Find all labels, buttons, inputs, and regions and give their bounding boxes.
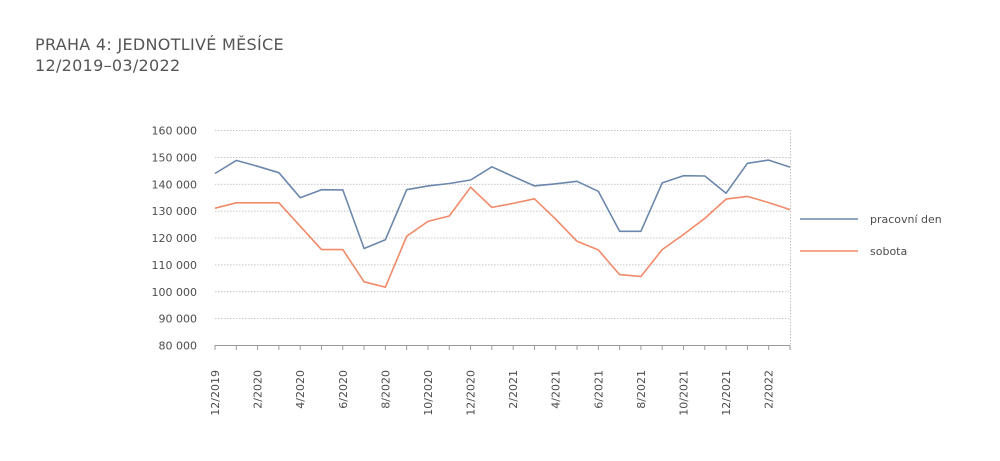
chart-title-block: PRAHA 4: JEDNOTLIVÉ MĚSÍCE 12/2019–03/20… [35,34,284,76]
x-tick-label: 12/2020 [465,370,478,416]
chart-subtitle: 12/2019–03/2022 [35,56,181,75]
x-tick-label: 8/2021 [635,370,648,409]
x-tick-label: 4/2020 [294,370,307,409]
x-tick-label: 2/2020 [252,370,265,409]
y-tick-label: 90 000 [159,313,198,326]
y-tick-label: 160 000 [152,125,198,138]
series-line-sobota [214,186,791,289]
y-tick-label: 120 000 [152,232,198,245]
x-tick-label: 6/2020 [337,370,350,409]
x-tick-label: 10/2021 [678,370,691,416]
chart-title: PRAHA 4: JEDNOTLIVÉ MĚSÍCE [35,35,284,54]
x-tick-label: 8/2020 [379,370,392,409]
y-tick-label: 80 000 [159,340,198,353]
y-tick-label: 100 000 [152,286,198,299]
x-tick-label: 10/2020 [422,370,435,416]
x-tick-label: 2/2022 [763,370,776,409]
x-tick-label: 6/2021 [592,370,605,409]
y-tick-label: 130 000 [152,205,198,218]
x-tick-label: 4/2021 [550,370,563,409]
y-tick-label: 140 000 [152,178,198,191]
series-line-pracovni-den [214,159,791,250]
x-tick-label: 12/2021 [720,370,733,416]
y-tick-label: 150 000 [152,151,198,164]
legend-label: pracovní den [870,213,942,226]
legend-label: sobota [870,245,907,258]
x-tick-label: 12/2019 [209,370,222,416]
x-tick-label: 2/2021 [507,370,520,409]
y-tick-label: 110 000 [152,259,198,272]
